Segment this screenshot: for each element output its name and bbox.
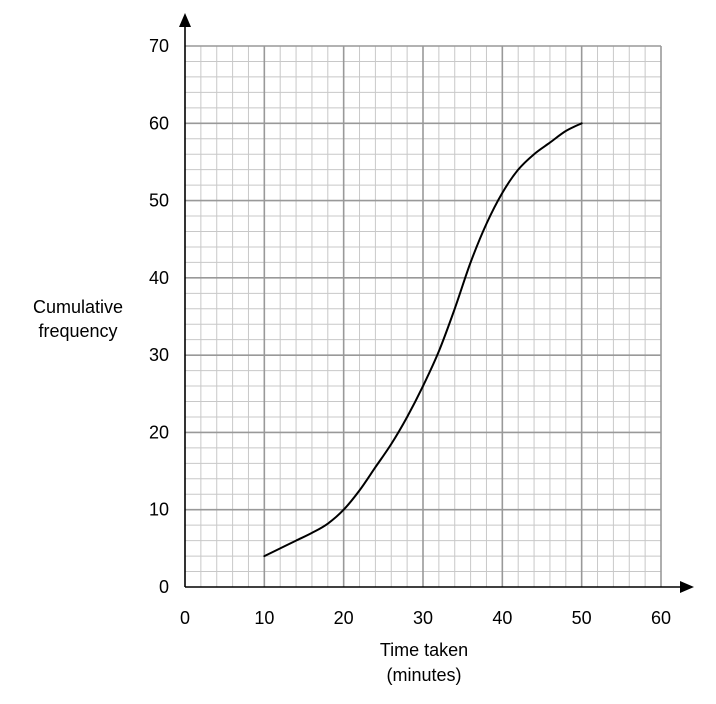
y-tick-label: 30 bbox=[149, 345, 169, 365]
y-tick-label: 10 bbox=[149, 500, 169, 520]
y-tick-label: 0 bbox=[159, 577, 169, 597]
x-tick-label: 60 bbox=[651, 608, 671, 628]
x-tick-labels: 0 10 20 30 40 50 60 bbox=[180, 608, 671, 628]
x-tick-label: 20 bbox=[334, 608, 354, 628]
y-axis-label-line-2: frequency bbox=[38, 321, 117, 341]
axes bbox=[179, 13, 694, 593]
y-tick-label: 40 bbox=[149, 268, 169, 288]
x-tick-label: 0 bbox=[180, 608, 190, 628]
y-tick-label: 60 bbox=[149, 113, 169, 133]
y-tick-label: 70 bbox=[149, 36, 169, 56]
x-tick-label: 50 bbox=[572, 608, 592, 628]
y-axis-arrow-icon bbox=[179, 13, 191, 27]
x-tick-label: 10 bbox=[254, 608, 274, 628]
y-tick-label: 20 bbox=[149, 422, 169, 442]
x-axis-label-line-2: (minutes) bbox=[386, 665, 461, 685]
y-axis-label-line-1: Cumulative bbox=[33, 297, 123, 317]
major-grid bbox=[185, 45, 662, 587]
x-tick-label: 30 bbox=[413, 608, 433, 628]
x-axis-label-line-1: Time taken bbox=[380, 640, 468, 660]
cumulative-frequency-curve bbox=[263, 122, 583, 558]
y-tick-label: 50 bbox=[149, 191, 169, 211]
x-tick-label: 40 bbox=[492, 608, 512, 628]
curve-layer bbox=[263, 122, 583, 558]
x-axis-arrow-icon bbox=[680, 581, 694, 593]
y-tick-labels: 0 10 20 30 40 50 60 70 bbox=[149, 36, 169, 597]
